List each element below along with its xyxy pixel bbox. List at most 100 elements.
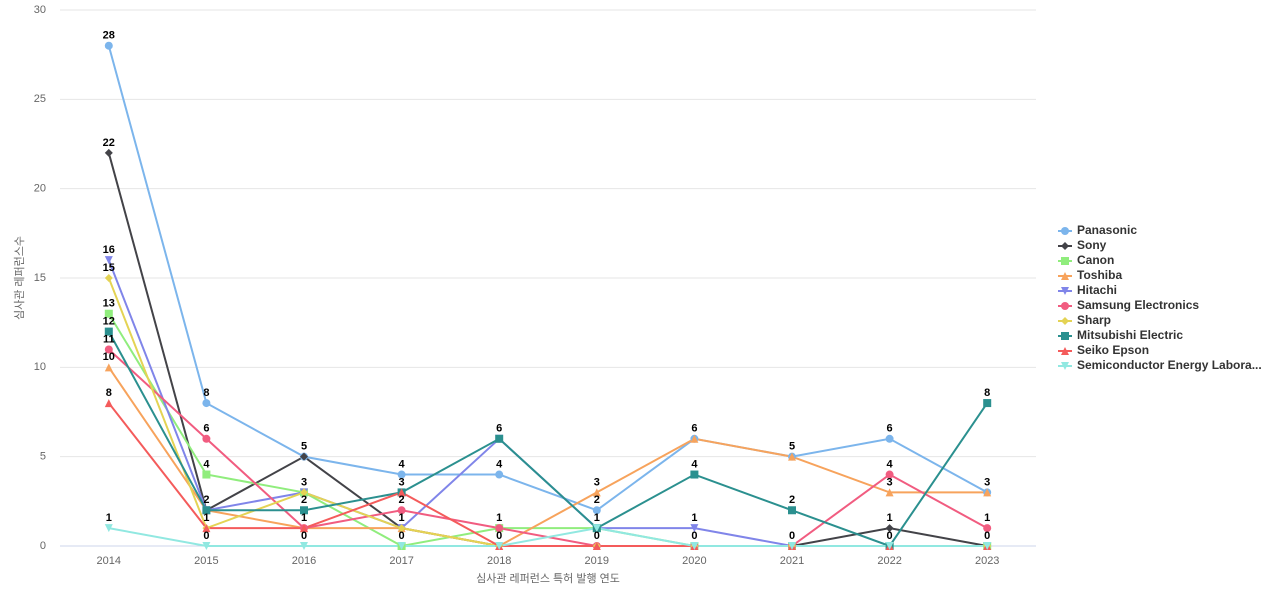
legend-item[interactable]: Seiko Epson xyxy=(1058,343,1149,357)
series-line xyxy=(107,259,988,547)
series-line xyxy=(107,45,988,512)
x-tick-label: 2020 xyxy=(682,555,706,567)
marker xyxy=(1061,317,1069,325)
legend-label: Sony xyxy=(1077,238,1107,252)
legend-item[interactable]: Mitsubishi Electric xyxy=(1058,328,1183,342)
legend-item[interactable]: Sharp xyxy=(1058,313,1111,327)
legend-item[interactable]: Samsung Electronics xyxy=(1058,298,1199,312)
y-tick-label: 0 xyxy=(40,540,46,552)
legend-label: Sharp xyxy=(1077,313,1111,327)
y-tick-label: 15 xyxy=(34,272,46,284)
marker xyxy=(885,542,894,550)
data-label: 1 xyxy=(984,512,990,524)
data-label: 0 xyxy=(594,530,600,542)
data-label: 28 xyxy=(103,30,115,42)
x-tick-label: 2014 xyxy=(97,555,121,567)
data-label: 0 xyxy=(399,530,405,542)
marker xyxy=(104,524,113,533)
marker xyxy=(104,41,113,50)
x-tick-label: 2023 xyxy=(975,555,999,567)
marker xyxy=(104,399,113,408)
marker xyxy=(104,363,113,372)
marker xyxy=(495,434,504,443)
data-label: 0 xyxy=(691,530,697,542)
series-line xyxy=(107,366,988,548)
data-label: 2 xyxy=(399,494,405,506)
legend-label: Samsung Electronics xyxy=(1077,298,1199,312)
data-label: 6 xyxy=(887,423,893,435)
data-label: 1 xyxy=(594,512,600,524)
marker xyxy=(1061,287,1069,295)
marker xyxy=(788,542,796,550)
legend-item[interactable]: Canon xyxy=(1058,253,1114,267)
data-label: 6 xyxy=(203,423,209,435)
marker xyxy=(104,309,113,318)
marker xyxy=(300,506,308,515)
data-label: 6 xyxy=(496,423,502,435)
data-label: 3 xyxy=(399,476,405,488)
legend-item[interactable]: Sony xyxy=(1058,238,1107,252)
marker xyxy=(495,542,504,550)
legend-label: Hitachi xyxy=(1077,283,1117,297)
data-label: 5 xyxy=(301,441,307,453)
marker xyxy=(397,524,406,533)
data-label: 2 xyxy=(594,494,600,506)
data-label: 3 xyxy=(594,476,600,488)
data-label: 5 xyxy=(789,441,795,453)
data-label: 4 xyxy=(887,458,894,470)
marker xyxy=(397,488,406,497)
marker xyxy=(1061,257,1069,265)
marker xyxy=(690,524,699,533)
data-label: 8 xyxy=(106,387,112,399)
data-label: 4 xyxy=(203,458,210,470)
marker xyxy=(300,524,308,533)
data-label: 4 xyxy=(691,458,698,470)
x-tick-label: 2017 xyxy=(389,555,413,567)
y-axis-title: 심사관 레퍼런스수 xyxy=(13,236,26,320)
legend-item[interactable]: Panasonic xyxy=(1058,223,1137,237)
data-label: 1 xyxy=(203,512,209,524)
x-tick-label: 2018 xyxy=(487,555,511,567)
marker xyxy=(202,470,211,479)
marker xyxy=(202,399,211,408)
data-label: 2 xyxy=(301,494,307,506)
legend-item[interactable]: Semiconductor Energy Labora... xyxy=(1058,358,1262,372)
marker xyxy=(592,506,601,515)
legend-label: Semiconductor Energy Labora... xyxy=(1077,358,1262,372)
marker xyxy=(788,506,796,515)
marker xyxy=(885,470,894,479)
series-line xyxy=(107,331,989,548)
marker xyxy=(397,506,406,515)
data-label: 4 xyxy=(399,458,406,470)
marker xyxy=(1061,272,1069,280)
legend-item[interactable]: Hitachi xyxy=(1058,283,1117,297)
marker xyxy=(104,256,113,265)
marker xyxy=(788,452,796,461)
marker xyxy=(300,452,308,461)
data-label: 1 xyxy=(887,512,893,524)
data-label: 11 xyxy=(103,333,115,345)
marker xyxy=(202,524,211,533)
marker xyxy=(885,524,894,533)
data-label: 0 xyxy=(496,530,502,542)
y-tick-label: 5 xyxy=(40,451,46,463)
data-label: 3 xyxy=(301,476,307,488)
marker xyxy=(690,542,699,550)
data-label: 12 xyxy=(103,316,115,328)
legend-label: Canon xyxy=(1077,253,1114,267)
marker xyxy=(495,524,504,533)
data-label: 15 xyxy=(103,262,115,274)
marker xyxy=(592,524,601,533)
legend-label: Seiko Epson xyxy=(1077,343,1149,357)
data-label: 0 xyxy=(887,530,893,542)
marker xyxy=(397,470,406,479)
marker xyxy=(300,488,308,497)
marker xyxy=(983,542,992,550)
marker xyxy=(1061,302,1069,310)
legend-item[interactable]: Toshiba xyxy=(1058,268,1122,282)
data-label: 1 xyxy=(106,512,112,524)
marker xyxy=(1061,227,1069,235)
data-label: 2 xyxy=(789,494,795,506)
y-tick-label: 30 xyxy=(34,4,46,16)
